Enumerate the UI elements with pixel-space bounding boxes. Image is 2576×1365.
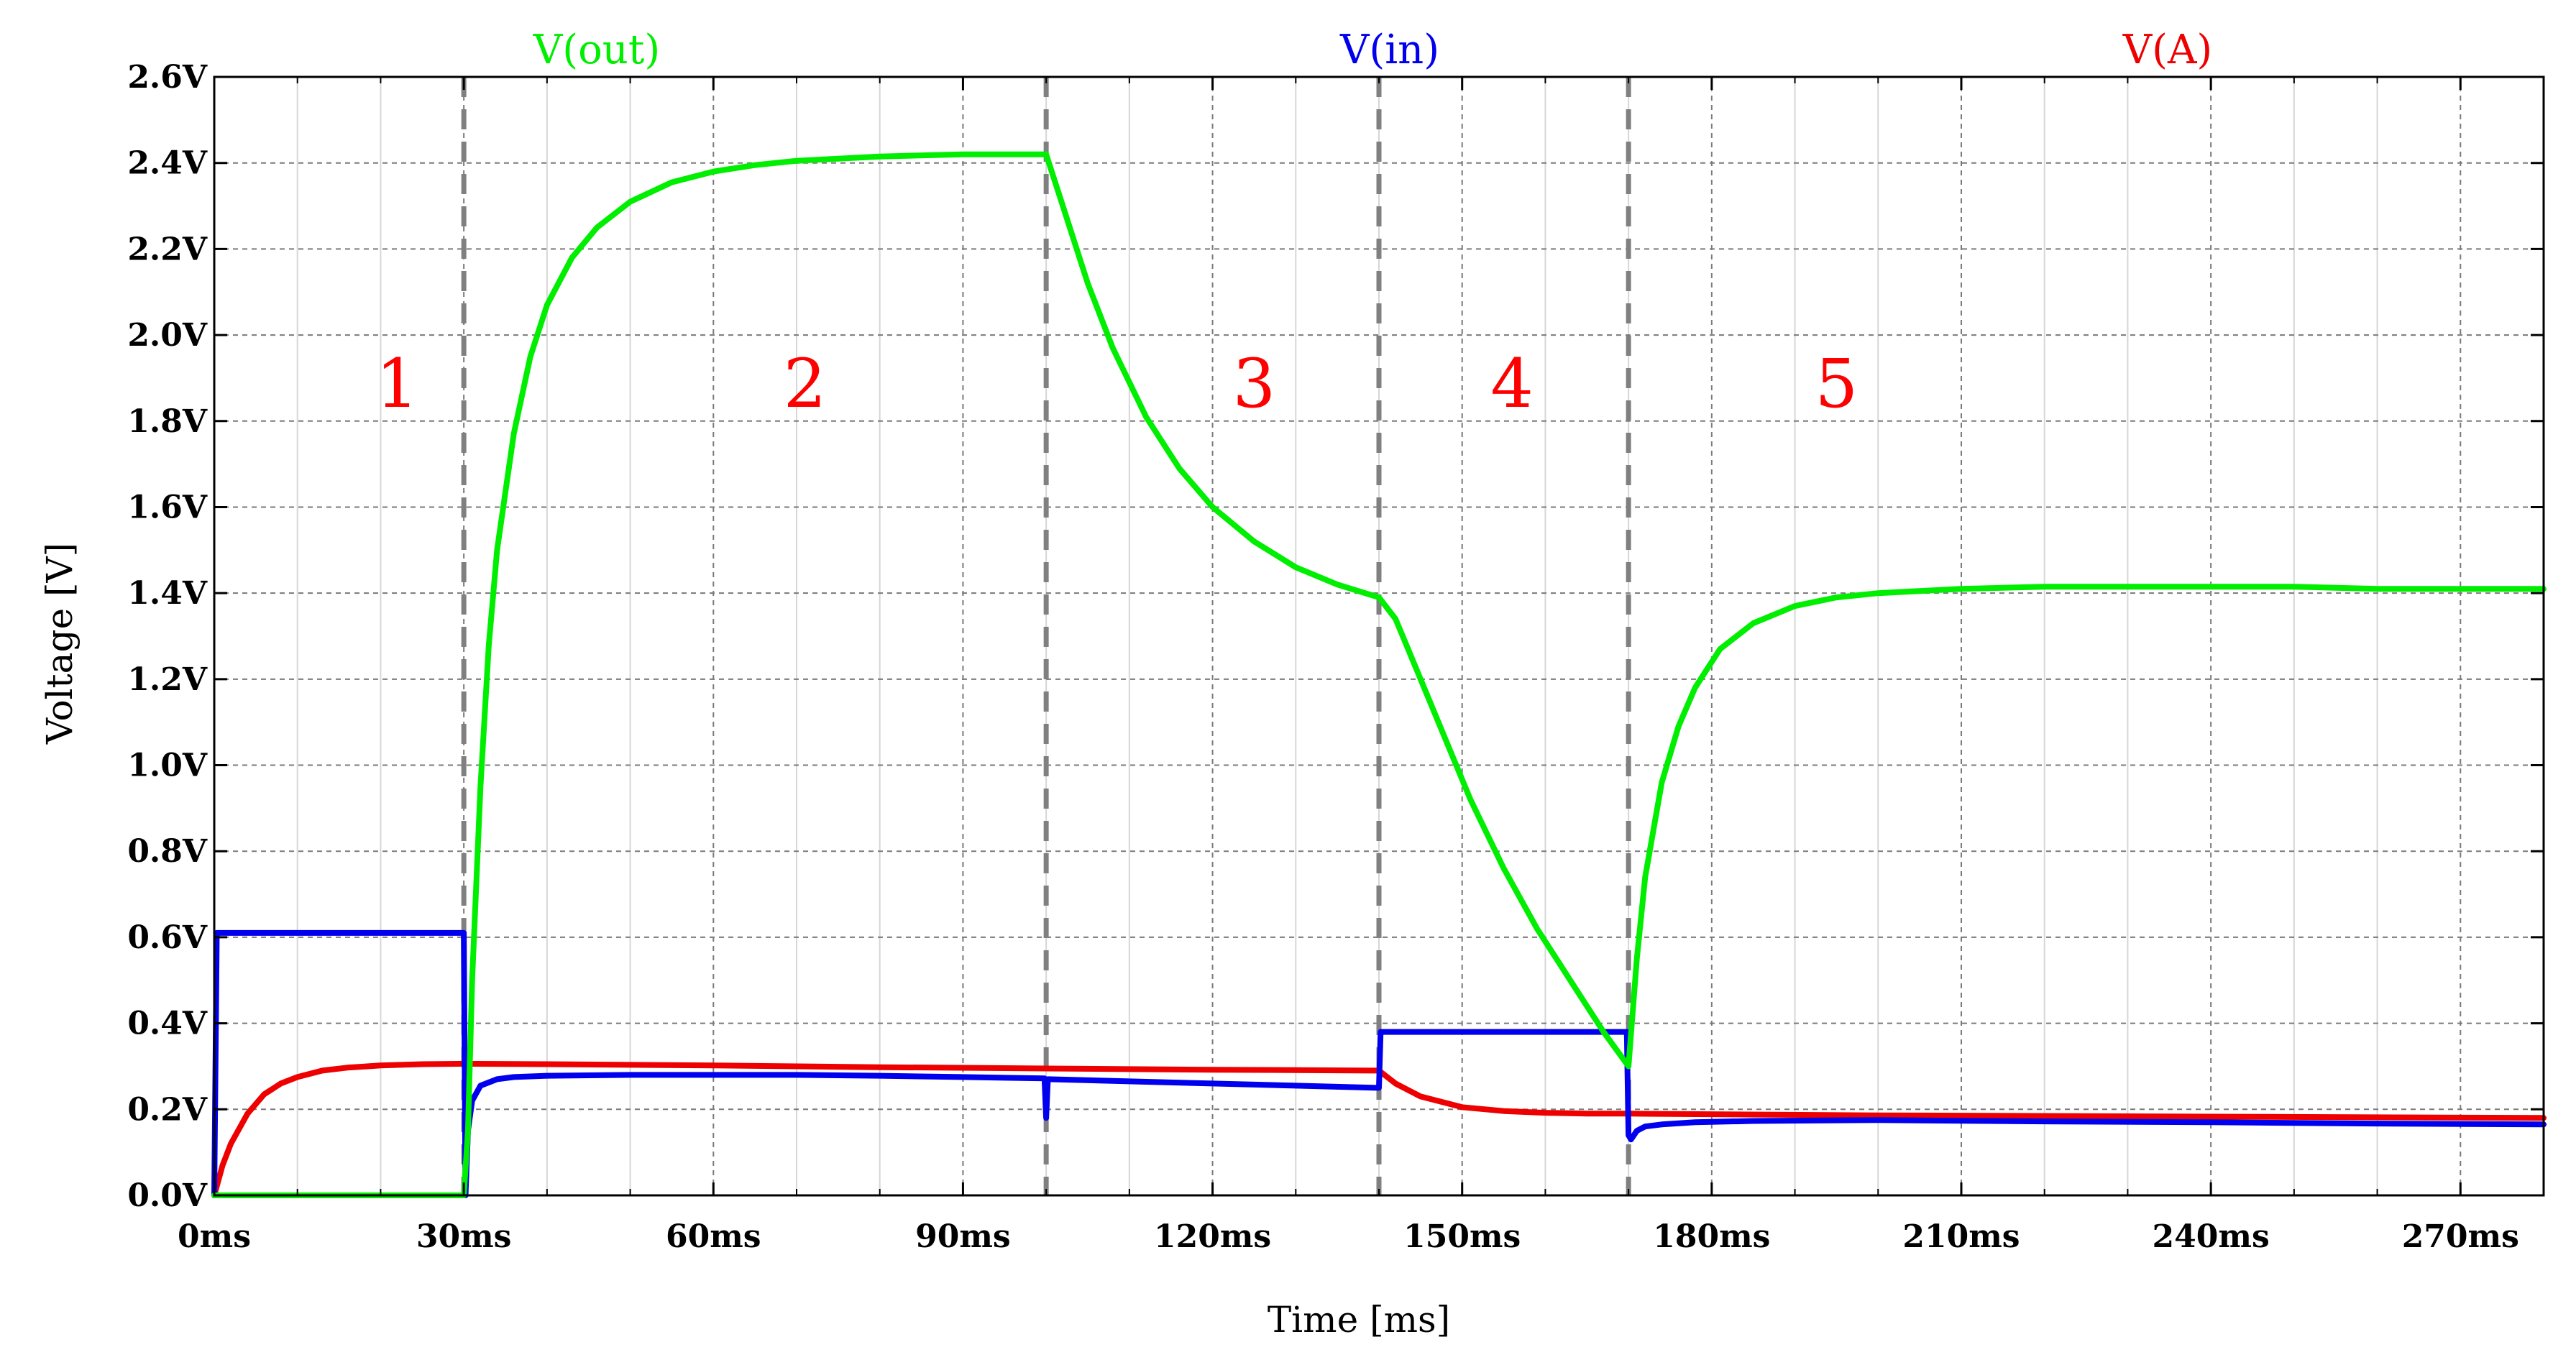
region-label: 3	[1233, 345, 1276, 423]
series-line-vin	[211, 929, 2547, 1198]
region-label: 5	[1815, 345, 1858, 423]
y-tick-label: 1.4V	[127, 575, 208, 612]
y-tick-label: 0.6V	[127, 919, 208, 956]
legend-label: V(A)	[2122, 27, 2213, 73]
y-tick-label: 0.2V	[127, 1091, 208, 1128]
x-axis-title: Time [ms]	[1268, 1299, 1450, 1341]
axis-ticks	[213, 75, 2544, 1197]
y-tick-label: 0.8V	[127, 833, 208, 870]
series-line-vout	[211, 151, 2547, 1198]
legend-label: V(in)	[1339, 27, 1439, 73]
series-lines	[211, 151, 2547, 1198]
x-tick-label: 0ms	[178, 1218, 251, 1255]
x-tick-label: 150ms	[1403, 1218, 1521, 1255]
x-tick-label: 60ms	[666, 1218, 761, 1255]
x-tick-label: 270ms	[2402, 1218, 2519, 1255]
region-label: 4	[1490, 345, 1534, 423]
region-labels: 1 2 3 4 5	[376, 345, 1858, 423]
x-tick-label: 210ms	[1902, 1218, 2020, 1255]
y-tick-label: 2.2V	[127, 231, 208, 267]
y-axis-title: Voltage [V]	[39, 543, 81, 745]
x-tick-label: 120ms	[1154, 1218, 1271, 1255]
y-tick-label: 1.0V	[127, 748, 208, 784]
legend: V(out) V(in) V(A)	[533, 27, 2213, 73]
y-tick-label: 2.6V	[127, 59, 208, 96]
y-tick-label: 1.2V	[127, 661, 208, 698]
y-tick-label: 0.4V	[127, 1006, 208, 1042]
y-tick-label: 1.8V	[127, 403, 208, 440]
x-tick-label: 90ms	[915, 1218, 1011, 1255]
x-tick-label: 180ms	[1653, 1218, 1770, 1255]
y-tick-label: 0.0V	[127, 1177, 208, 1214]
region-label: 1	[376, 345, 419, 423]
tick-labels: 0ms 30ms 60ms 90ms 120ms 150ms 180ms 210ms 240ms…	[127, 59, 2519, 1255]
y-tick-label: 1.6V	[127, 489, 208, 525]
y-tick-label: 2.0V	[127, 317, 208, 354]
grid	[214, 77, 2544, 1195]
region-label: 2	[784, 345, 827, 423]
series-line-va	[211, 1060, 2547, 1198]
y-tick-label: 2.4V	[127, 145, 208, 182]
legend-label: V(out)	[533, 27, 660, 73]
x-tick-label: 240ms	[2153, 1218, 2270, 1255]
x-tick-label: 30ms	[416, 1218, 512, 1255]
phase-divider-lines	[461, 77, 1631, 1195]
